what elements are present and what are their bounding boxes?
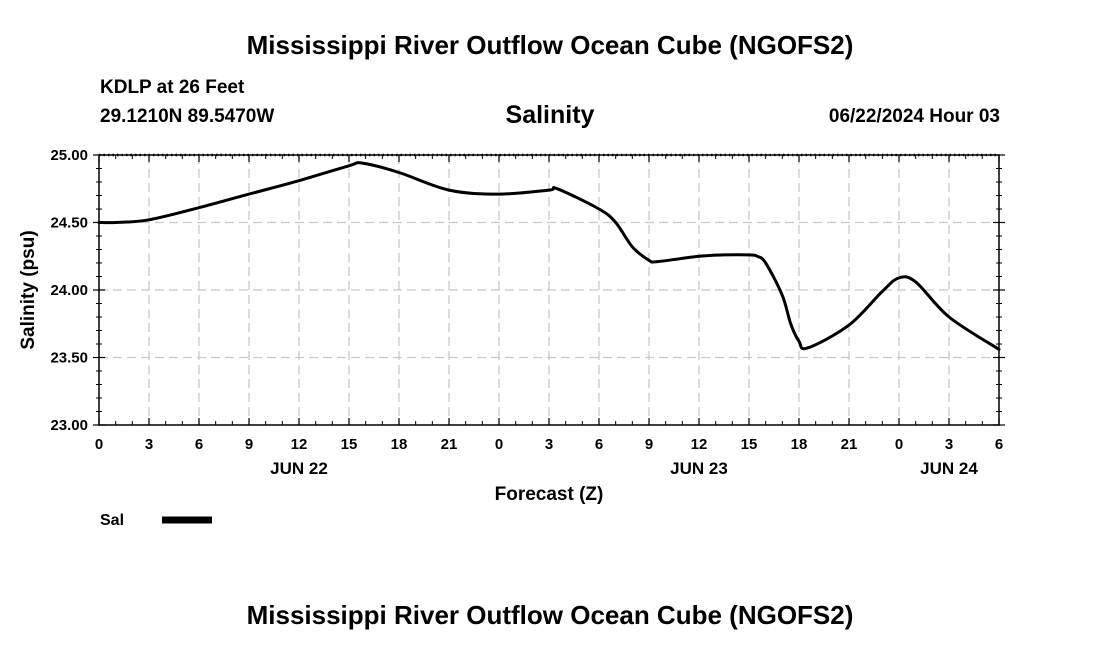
x-tick-label: 18 [791, 436, 808, 453]
date-label: JUN 24 [920, 459, 978, 478]
y-tick-label: 24.50 [50, 215, 88, 232]
chart-main-title: Mississippi River Outflow Ocean Cube (NG… [246, 30, 854, 60]
x-tick-label: 21 [441, 436, 458, 453]
forecast-datetime: 06/22/2024 Hour 03 [828, 106, 1000, 127]
station-label: KDLP at 26 Feet [100, 77, 245, 98]
y-axis-tick-labels: 23.00 23.50 24.00 24.50 25.00 [50, 147, 88, 434]
x-tick-label: 12 [291, 436, 308, 453]
y-tick-label: 24.00 [50, 282, 88, 299]
x-tick-label: 0 [95, 436, 103, 453]
x-axis-title: Forecast (Z) [495, 484, 604, 505]
date-label: JUN 23 [670, 459, 728, 478]
x-tick-label: 3 [545, 436, 553, 453]
y-tick-label: 23.00 [50, 417, 88, 434]
x-tick-label: 9 [245, 436, 253, 453]
x-tick-label: 6 [595, 436, 603, 453]
x-tick-label: 6 [195, 436, 203, 453]
x-tick-label: 3 [145, 436, 153, 453]
x-tick-label: 18 [391, 436, 408, 453]
y-tick-label: 25.00 [50, 147, 88, 164]
chart-grid [99, 155, 999, 425]
series-line-sal [97, 161, 1001, 351]
legend: Sal [100, 512, 212, 529]
legend-label: Sal [100, 512, 124, 529]
x-tick-label: 0 [495, 436, 503, 453]
x-axis-tick-labels: 0 3 6 9 12 15 18 21 0 3 6 9 12 15 18 21 0 3 6 [95, 436, 1003, 453]
x-tick-label: 12 [691, 436, 708, 453]
y-tick-label: 23.50 [50, 350, 88, 367]
x-tick-label: 15 [741, 436, 758, 453]
date-label: JUN 22 [270, 459, 328, 478]
station-coordinates: 29.1210N 89.5470W [100, 106, 275, 127]
x-tick-label: 15 [341, 436, 358, 453]
x-tick-label: 9 [645, 436, 653, 453]
x-tick-label: 3 [945, 436, 953, 453]
x-tick-label: 21 [841, 436, 858, 453]
chart-main-title-repeat: Mississippi River Outflow Ocean Cube (NG… [246, 600, 854, 630]
date-labels: JUN 22 JUN 23 JUN 24 [270, 459, 978, 478]
salinity-chart: 0 3 6 9 12 15 18 21 0 3 6 9 12 15 18 21 0 3 6 23.00 23.50 24… [18, 147, 1005, 529]
x-tick-label: 6 [995, 436, 1003, 453]
x-tick-label: 0 [895, 436, 903, 453]
y-axis-title: Salinity (psu) [18, 230, 39, 349]
chart-subtitle: Salinity [505, 101, 595, 129]
